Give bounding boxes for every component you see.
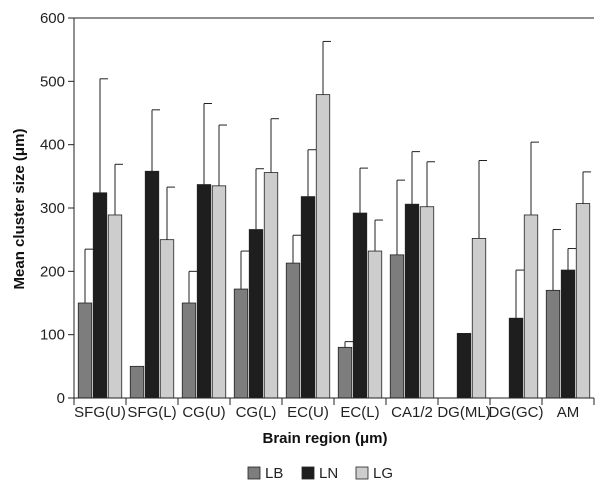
bar-lg [523, 214, 539, 399]
bar-lb [337, 346, 353, 399]
legend-swatch-lg [355, 466, 369, 480]
bar-lg [107, 214, 123, 399]
bar-lg [575, 203, 591, 399]
bar-lb [129, 365, 145, 399]
bar-lg [419, 206, 435, 399]
y-tick-label: 600 [40, 10, 65, 27]
legend-label-ln: LN [319, 465, 338, 482]
x-tick-label: EC(U) [287, 404, 329, 421]
x-tick-label: EC(L) [340, 404, 379, 421]
axes-layer: 0 100 200 300 400 500 600 SFG(U) SFG(L) CG(U) CG(L… [40, 10, 595, 421]
legend-label-lg: LG [373, 465, 393, 482]
x-tick-label: DG(GC) [489, 404, 544, 421]
legend-swatch-lb [247, 466, 261, 480]
bar-ln [456, 332, 472, 399]
bar-lg [471, 237, 487, 399]
y-tick-label: 100 [40, 327, 65, 344]
legend-swatch-ln [301, 466, 315, 480]
bar-ln [560, 269, 576, 399]
bar-lg [159, 239, 175, 399]
x-tick-label: SFG(L) [127, 404, 176, 421]
bar-lg [367, 250, 383, 399]
bar-ln [404, 203, 420, 399]
x-tick-label: CA1/2 [391, 404, 433, 421]
bar-lb [233, 288, 249, 399]
bar-ln [300, 196, 316, 399]
bar-lg [315, 94, 331, 399]
bar-lb [181, 302, 197, 399]
bar-lb [285, 262, 301, 399]
x-axis-title: Brain region (μm) [262, 430, 387, 447]
x-tick-label: CG(L) [236, 404, 277, 421]
bar-ln [144, 170, 160, 399]
y-axis-title: Mean cluster size (μm) [11, 129, 28, 290]
bar-ln [92, 192, 108, 399]
bar-ln [248, 229, 264, 399]
legend: LB LN LG [247, 465, 393, 482]
error-bars-layer [84, 40, 591, 348]
y-tick-label: 400 [40, 137, 65, 154]
x-tick-label: CG(U) [182, 404, 225, 421]
bar-ln [508, 317, 524, 399]
bar-lg [263, 172, 279, 399]
x-tick-label: SFG(U) [74, 404, 126, 421]
y-tick-label: 200 [40, 263, 65, 280]
y-tick-label: 300 [40, 200, 65, 217]
x-tick-label: AM [557, 404, 580, 421]
bar-ln [352, 212, 368, 399]
y-tick-label: 500 [40, 73, 65, 90]
legend-label-lb: LB [265, 465, 283, 482]
bars-layer [77, 94, 591, 399]
y-tick-label: 0 [57, 390, 65, 407]
x-tick-label: DG(ML) [437, 404, 490, 421]
bar-lb [389, 254, 405, 399]
bar-lb [545, 289, 561, 399]
bar-ln [196, 184, 212, 399]
bar-lb [77, 302, 93, 399]
bar-lg [211, 185, 227, 399]
